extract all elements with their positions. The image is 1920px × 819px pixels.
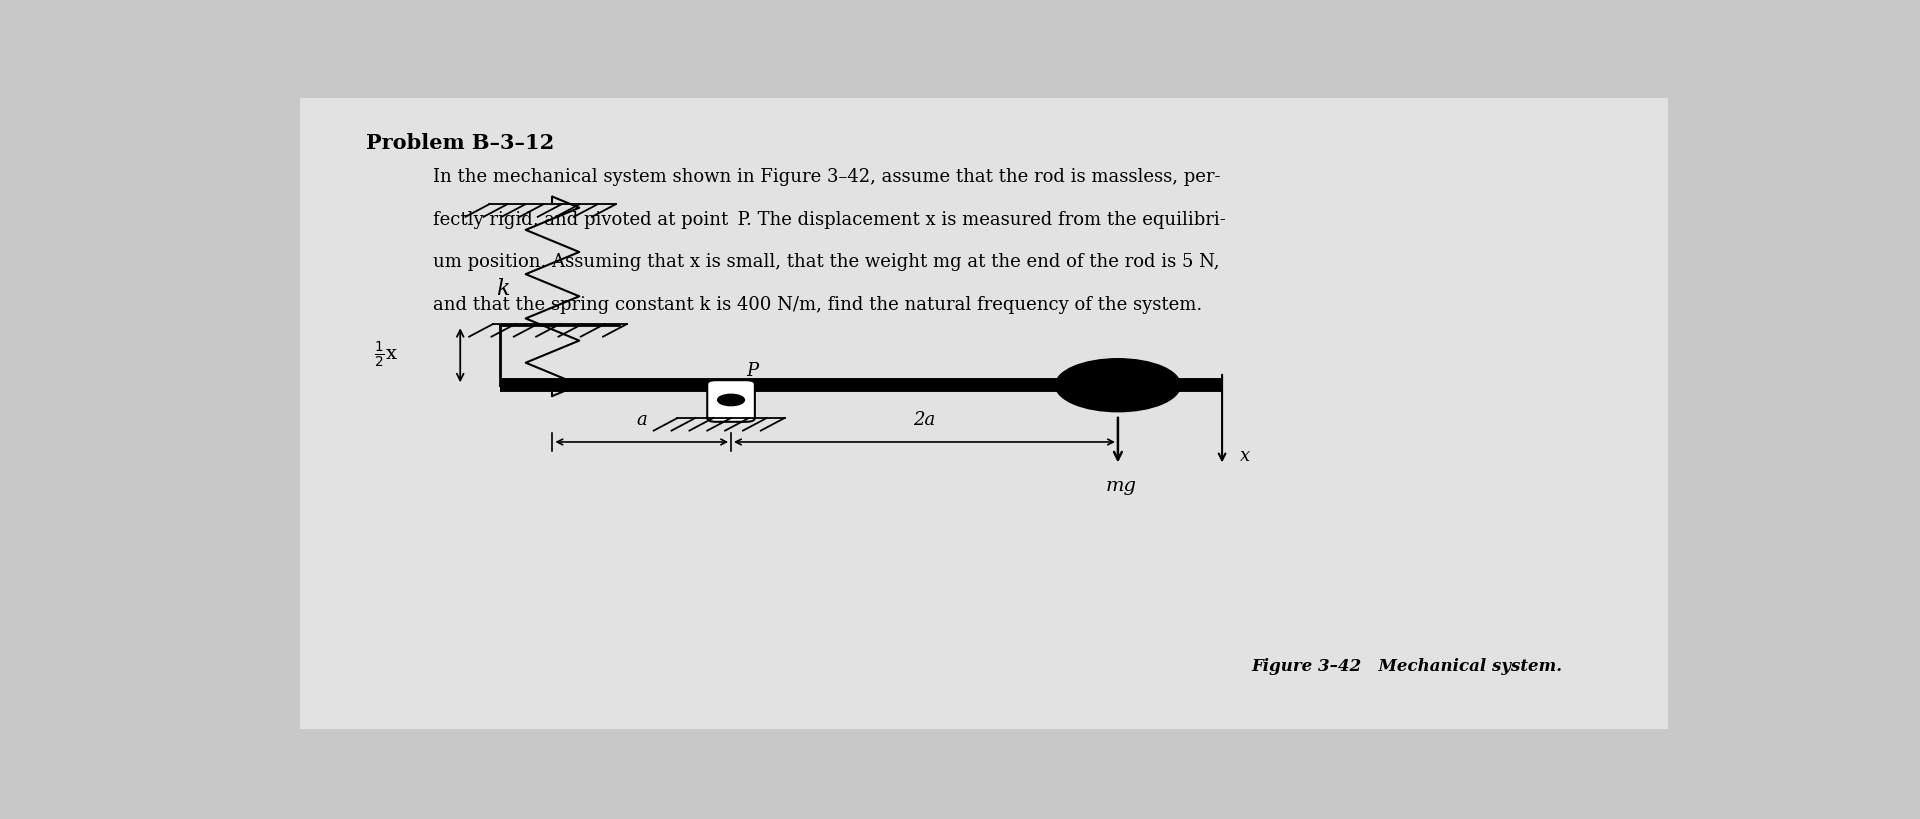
Circle shape	[1056, 359, 1181, 412]
Text: mg: mg	[1106, 477, 1137, 495]
Text: a: a	[636, 411, 647, 429]
Text: x: x	[1240, 447, 1250, 465]
Circle shape	[718, 394, 745, 405]
FancyBboxPatch shape	[300, 98, 1668, 729]
Text: and that the spring constant k is 400 N/m, find the natural frequency of the sys: and that the spring constant k is 400 N/…	[434, 296, 1202, 314]
Text: 2a: 2a	[914, 411, 935, 429]
Text: k: k	[495, 278, 509, 300]
FancyBboxPatch shape	[707, 380, 755, 422]
Text: In the mechanical system shown in Figure 3–42, assume that the rod is massless, : In the mechanical system shown in Figure…	[434, 168, 1221, 186]
Text: um position. Assuming that x is small, that the weight mg at the end of the rod : um position. Assuming that x is small, t…	[434, 253, 1219, 271]
Text: $\frac{1}{2}$x: $\frac{1}{2}$x	[374, 340, 397, 370]
Text: Problem B–3–12: Problem B–3–12	[367, 133, 555, 153]
Text: fectly rigid, and pivoted at point  P. The displacement x is measured from the e: fectly rigid, and pivoted at point P. Th…	[434, 210, 1227, 229]
Text: Figure 3–42   Mechanical system.: Figure 3–42 Mechanical system.	[1252, 658, 1563, 676]
Text: P: P	[745, 362, 758, 380]
